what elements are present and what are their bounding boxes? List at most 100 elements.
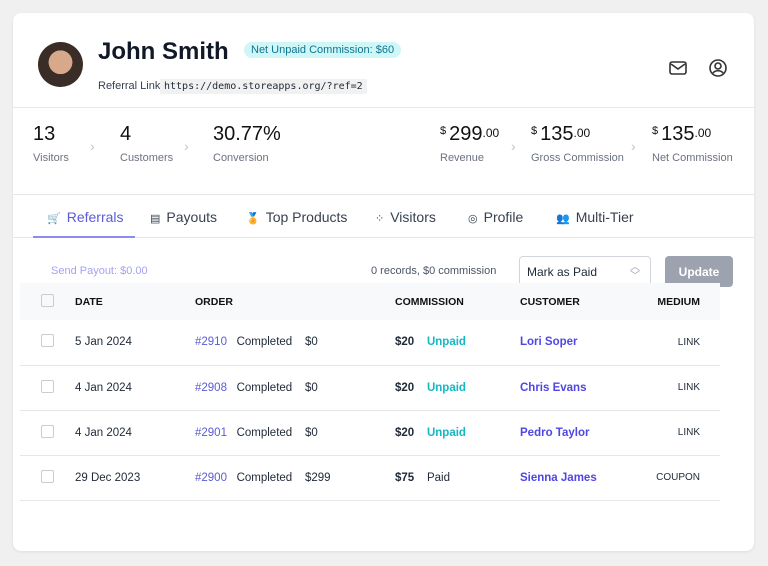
order-amount: $0	[304, 336, 318, 349]
net-value: 135	[661, 123, 695, 145]
medium: COUPON	[640, 455, 720, 501]
table-row: 5 Jan 2024 #2910 Completed $0 $20 Unpaid…	[20, 320, 720, 366]
records-summary: 0 records, $0 commission	[371, 265, 497, 277]
table-row: 29 Dec 2023 #2900 Completed $299 $75 Pai…	[20, 455, 720, 501]
commission-amount: $75	[395, 471, 415, 484]
active-tab-indicator	[33, 236, 135, 238]
payment-status: Paid	[426, 471, 450, 484]
user-circle-icon[interactable]	[708, 58, 728, 78]
net-label: Net Commission	[652, 152, 733, 164]
medium: LINK	[640, 320, 720, 366]
tab-top-products[interactable]: 🏅 Top Products	[246, 209, 347, 225]
customer-link[interactable]: Chris Evans	[520, 381, 587, 394]
tab-label: Payouts	[166, 209, 217, 225]
stat-net-commission: $135.00 Net Commission	[652, 123, 733, 164]
customer-link[interactable]: Pedro Taylor	[520, 426, 590, 439]
currency: $	[531, 125, 538, 137]
chevron-right-icon: ›	[511, 138, 516, 154]
select-all-checkbox[interactable]	[41, 293, 54, 307]
table-row: 4 Jan 2024 #2901 Completed $0 $20 Unpaid…	[20, 410, 720, 456]
currency: $	[652, 125, 659, 137]
visitors-value: 13	[33, 123, 56, 145]
row-checkbox[interactable]	[41, 334, 54, 348]
tab-bar: 🛒 Referrals ▤ Payouts 🏅 Top Products ⁘ Visit…	[13, 195, 754, 238]
stat-revenue: $299.00 Revenue	[440, 123, 499, 164]
commission-amount: $20	[395, 426, 415, 439]
order-status: Completed	[236, 426, 293, 439]
date: 5 Jan 2024	[75, 320, 195, 366]
referral-label: Referral Link:	[98, 80, 164, 92]
tab-label: Top Products	[265, 209, 348, 225]
cart-icon: 🛒	[47, 213, 61, 225]
date: 29 Dec 2023	[75, 455, 195, 501]
row-checkbox[interactable]	[41, 469, 54, 483]
revenue-label: Revenue	[440, 152, 485, 164]
mail-icon[interactable]	[668, 58, 688, 78]
order-status: Completed	[236, 336, 293, 349]
tab-payouts[interactable]: ▤ Payouts	[150, 209, 217, 225]
order-link[interactable]: #2910	[195, 336, 227, 349]
tab-label: Referrals	[66, 209, 124, 225]
profile-header: John Smith Net Unpaid Commission: $60 Re…	[13, 13, 754, 108]
row-checkbox[interactable]	[41, 379, 54, 393]
tab-label: Profile	[483, 209, 524, 225]
payment-status: Unpaid	[426, 381, 466, 394]
header-medium: MEDIUM	[640, 283, 720, 320]
chevron-right-icon: ›	[631, 138, 636, 154]
stats-bar: 13 Visitors › 4 Customers › 30.77% Conversi…	[13, 108, 754, 195]
order-link[interactable]: #2900	[195, 471, 227, 484]
chevron-right-icon: ›	[90, 138, 95, 154]
order-amount: $299	[304, 471, 331, 484]
header-date: DATE	[75, 283, 195, 320]
decimals: .00	[482, 126, 500, 140]
order-status: Completed	[236, 471, 293, 484]
tab-label: Multi-Tier	[575, 209, 634, 225]
toolbar: Send Payout: $0.00 0 records, $0 commiss…	[13, 238, 754, 296]
net-unpaid-badge: Net Unpaid Commission: $60	[244, 42, 402, 58]
header-customer: CUSTOMER	[520, 283, 640, 320]
referrals-table: DATE ORDER COMMISSION CUSTOMER MEDIUM 5 …	[20, 283, 720, 501]
affiliate-name: John Smith	[98, 38, 229, 65]
order-status: Completed	[236, 381, 293, 394]
referral-link[interactable]: https://demo.storeapps.org/?ref=2	[160, 79, 367, 94]
customer-link[interactable]: Lori Soper	[520, 336, 578, 349]
medium: LINK	[640, 365, 720, 411]
order-link[interactable]: #2901	[195, 426, 227, 439]
users-icon: 👥	[556, 213, 570, 225]
update-button[interactable]: Update	[665, 256, 733, 287]
row-checkbox[interactable]	[41, 424, 54, 438]
cursor-click-icon: ⁘	[375, 213, 385, 225]
order-link[interactable]: #2908	[195, 381, 227, 394]
medium: LINK	[640, 410, 720, 456]
table-header: DATE ORDER COMMISSION CUSTOMER MEDIUM	[20, 283, 720, 320]
customer-link[interactable]: Sienna James	[520, 471, 597, 484]
payment-status: Unpaid	[426, 336, 466, 349]
conversion-value: 30.77%	[213, 123, 281, 145]
gross-label: Gross Commission	[531, 152, 624, 164]
decimals: .00	[573, 126, 591, 140]
tab-label: Visitors	[390, 209, 436, 225]
tab-visitors[interactable]: ⁘ Visitors	[375, 209, 436, 225]
user-circle-icon: ◎	[468, 213, 478, 225]
avatar	[38, 42, 83, 87]
wallet-icon: ▤	[150, 213, 161, 225]
stat-conversion: 30.77% Conversion	[213, 123, 281, 164]
commission-amount: $20	[395, 336, 415, 349]
send-payout-link[interactable]: Send Payout: $0.00	[51, 265, 148, 277]
gross-value: 135	[540, 123, 574, 145]
chevron-right-icon: ›	[184, 138, 189, 154]
order-amount: $0	[304, 381, 318, 394]
tab-profile[interactable]: ◎ Profile	[468, 209, 523, 225]
stat-customers: 4 Customers	[120, 123, 173, 164]
date: 4 Jan 2024	[75, 365, 195, 411]
tab-referrals[interactable]: 🛒 Referrals	[47, 209, 124, 225]
chevron-up-down-icon: ︿ ﹀	[630, 262, 640, 282]
date: 4 Jan 2024	[75, 410, 195, 456]
currency: $	[440, 125, 447, 137]
table-row: 4 Jan 2024 #2908 Completed $0 $20 Unpaid…	[20, 365, 720, 411]
decimals: .00	[694, 126, 712, 140]
tab-multi-tier[interactable]: 👥 Multi-Tier	[556, 209, 634, 225]
visitors-label: Visitors	[33, 152, 69, 164]
customers-value: 4	[120, 123, 132, 145]
revenue-value: 299	[449, 123, 483, 145]
